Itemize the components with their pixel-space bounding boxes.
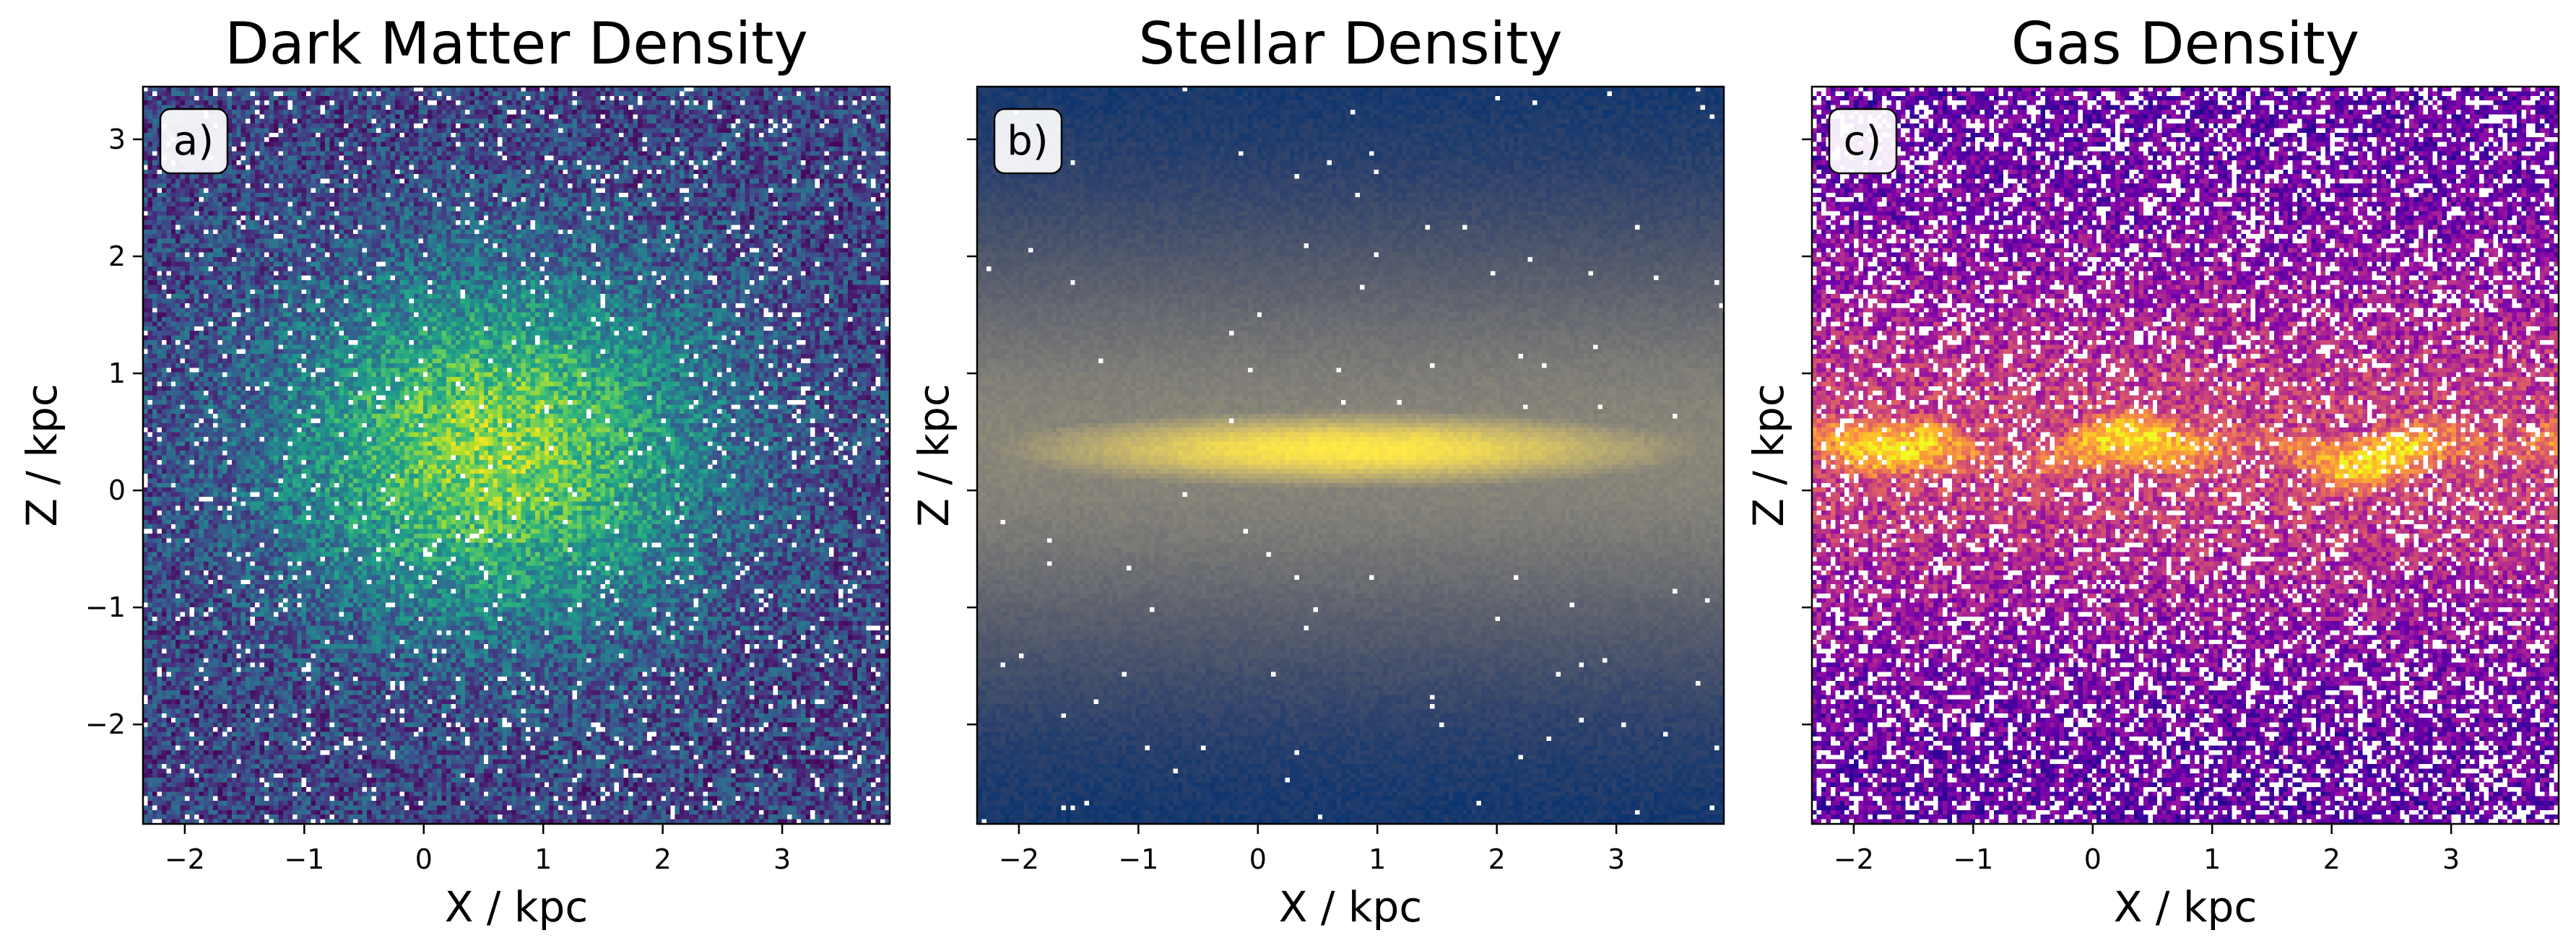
x-tick-label: 1 (1369, 843, 1386, 875)
panel-label-box (159, 108, 229, 175)
panel-2: Stellar Density b) −2 −1 0 1 2 3 X / kpc Z / kpc (909, 10, 1725, 932)
y-tick-label: 0 (108, 474, 126, 506)
x-tick-label: −1 (1953, 843, 1993, 875)
y-tick-label: 3 (108, 123, 126, 155)
x-tick-label: −2 (1834, 843, 1874, 875)
panel-title: Stellar Density (1138, 10, 1562, 77)
x-tick-label: 0 (415, 843, 433, 875)
y-tick-label: −1 (85, 591, 126, 623)
heatmap-image (977, 87, 1724, 824)
x-tick-label: 1 (534, 843, 552, 875)
panel-label: b) (993, 108, 1063, 175)
x-tick-label: 3 (1608, 843, 1625, 875)
panel-label-box (1828, 108, 1898, 175)
axes-frame (976, 85, 1725, 825)
panel-3: Gas Density c) −2 −1 0 1 2 3 X / kpc Z / kpc (1744, 10, 2560, 932)
x-tick-label: −1 (1118, 843, 1158, 875)
panel-label-text: b) (1007, 118, 1048, 165)
x-axis-label: X / kpc (2114, 882, 2257, 932)
x-tick-label: −2 (165, 843, 205, 875)
x-tick-label: 3 (2442, 843, 2460, 875)
heatmap-image (143, 87, 890, 824)
y-axis-label: Z / kpc (909, 383, 958, 526)
x-tick-label: −1 (284, 843, 324, 875)
y-axis-label: Z / kpc (17, 383, 66, 526)
x-tick-label: 1 (2203, 843, 2221, 875)
panel-title: Gas Density (2011, 10, 2359, 77)
axes-frame (142, 85, 891, 825)
y-tick-label: −2 (85, 708, 126, 740)
panel-label-text: c) (1844, 118, 1882, 165)
y-tick-label: 1 (108, 357, 126, 389)
x-tick-label: −2 (999, 843, 1039, 875)
panel-label: c) (1828, 108, 1898, 175)
x-tick-label: 3 (773, 843, 791, 875)
x-tick-label: 2 (654, 843, 672, 875)
panel-label-text: a) (173, 118, 214, 165)
panel-label: a) (159, 108, 229, 175)
y-axis-label: Z / kpc (1744, 383, 1793, 526)
panel-label-box (993, 108, 1063, 175)
x-tick-label: 2 (2323, 843, 2341, 875)
y-tick-label: 2 (108, 240, 126, 272)
axes-frame (1810, 85, 2560, 825)
x-tick-label: 2 (1488, 843, 1506, 875)
panel-title: Dark Matter Density (225, 10, 808, 77)
x-tick-label: 0 (1249, 843, 1267, 875)
x-tick-label: 0 (2084, 843, 2102, 875)
x-axis-label: X / kpc (1279, 882, 1422, 932)
heatmap-image (1812, 87, 2559, 824)
x-axis-label: X / kpc (445, 882, 588, 932)
